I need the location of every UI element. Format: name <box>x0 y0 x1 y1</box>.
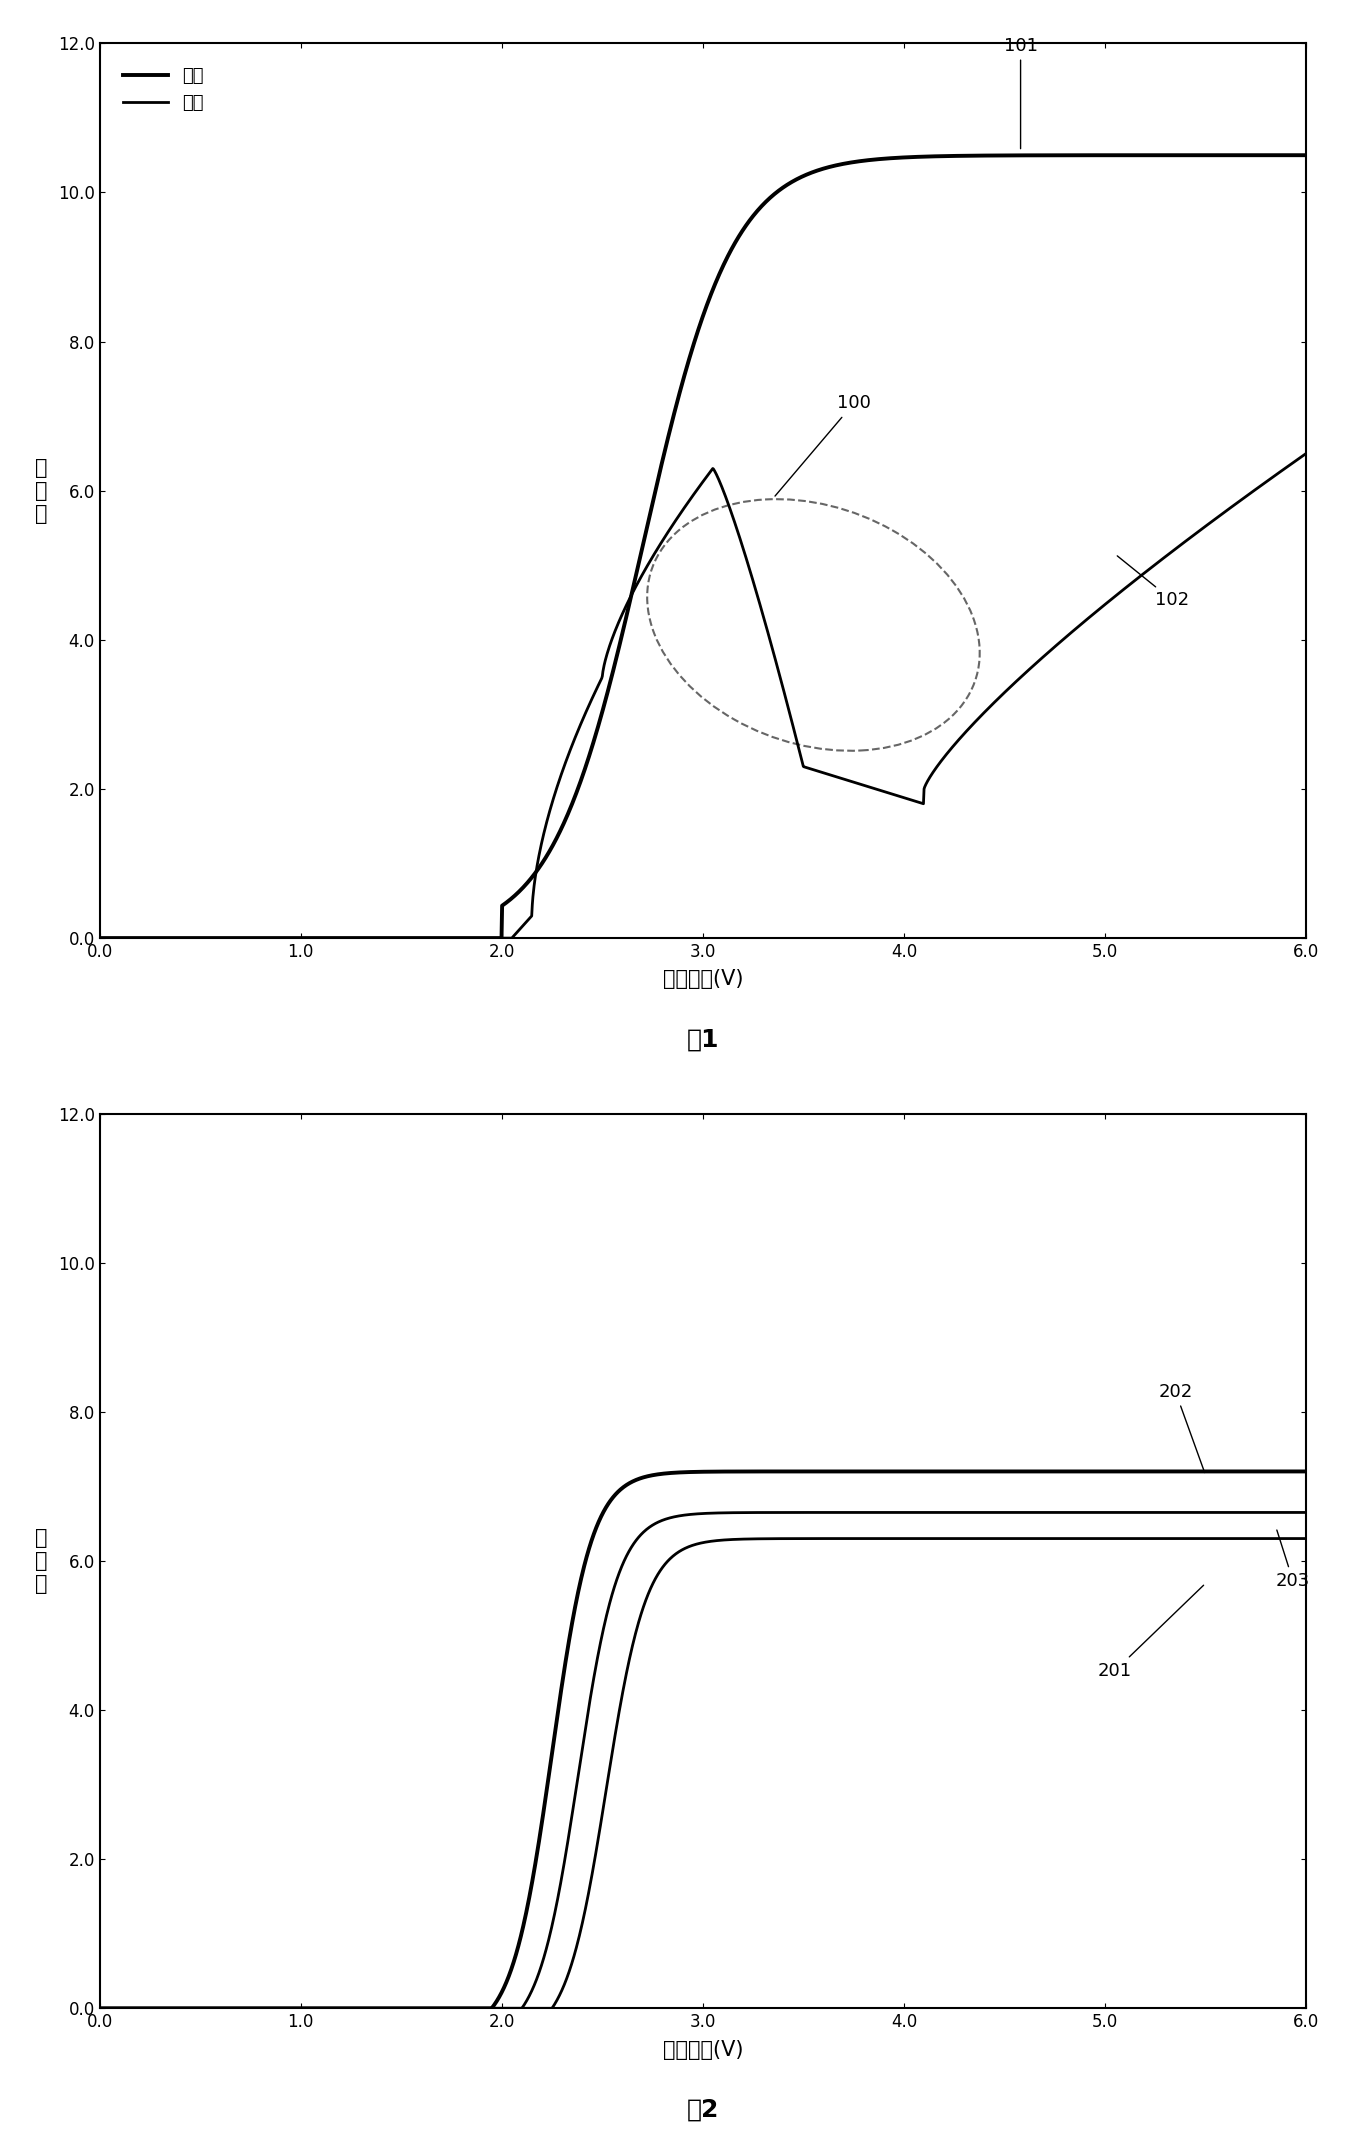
Text: 101: 101 <box>1003 36 1037 148</box>
Text: 201: 201 <box>1098 1585 1204 1679</box>
Legend: 正视, 斜视: 正视, 斜视 <box>108 51 218 126</box>
Text: 图1: 图1 <box>686 1028 719 1052</box>
Text: 203: 203 <box>1275 1529 1311 1589</box>
Text: 202: 202 <box>1158 1382 1205 1472</box>
Y-axis label: 透
射
率: 透 射 率 <box>35 1527 47 1594</box>
Text: 100: 100 <box>774 394 871 497</box>
Text: 图2: 图2 <box>686 2097 719 2123</box>
X-axis label: 施加电压(V): 施加电压(V) <box>662 970 743 990</box>
Y-axis label: 透
射
率: 透 射 率 <box>35 458 47 525</box>
Text: 102: 102 <box>1117 557 1189 608</box>
X-axis label: 施加电压(V): 施加电压(V) <box>662 2039 743 2058</box>
